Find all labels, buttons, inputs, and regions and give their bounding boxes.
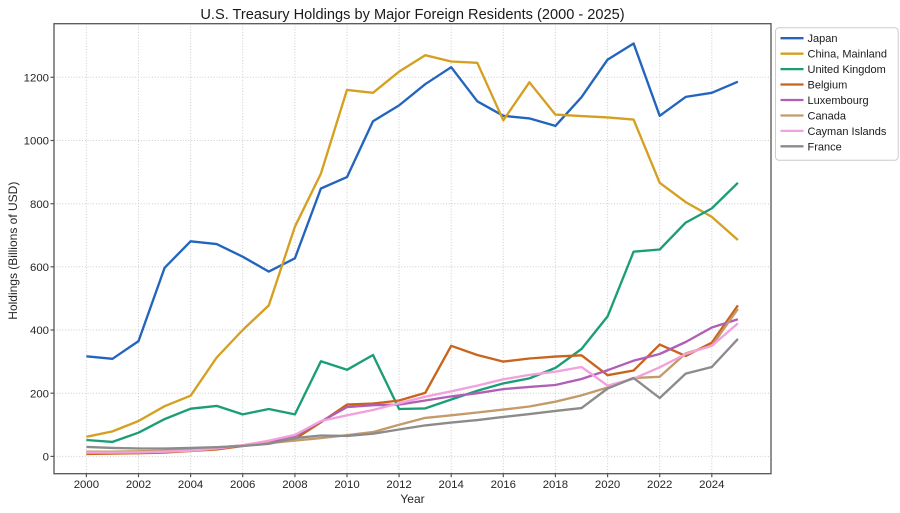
svg-text:2024: 2024 (699, 479, 724, 491)
svg-text:800: 800 (30, 199, 49, 211)
svg-text:Luxembourg: Luxembourg (808, 95, 869, 107)
svg-text:2008: 2008 (282, 479, 307, 491)
svg-text:2012: 2012 (386, 479, 411, 491)
svg-text:Belgium: Belgium (808, 80, 848, 92)
svg-text:2020: 2020 (595, 479, 620, 491)
svg-text:Canada: Canada (808, 111, 847, 123)
svg-text:2002: 2002 (126, 479, 151, 491)
svg-text:0: 0 (43, 452, 49, 464)
svg-text:1000: 1000 (24, 136, 49, 148)
svg-text:1200: 1200 (24, 72, 49, 84)
svg-text:200: 200 (30, 388, 49, 400)
svg-text:Japan: Japan (808, 33, 838, 45)
svg-text:2006: 2006 (230, 479, 255, 491)
svg-text:United Kingdom: United Kingdom (808, 64, 886, 76)
svg-text:U.S. Treasury Holdings by Majo: U.S. Treasury Holdings by Major Foreign … (200, 7, 624, 23)
svg-text:2000: 2000 (74, 479, 99, 491)
svg-text:2018: 2018 (543, 479, 568, 491)
svg-text:2016: 2016 (491, 479, 516, 491)
svg-text:2022: 2022 (647, 479, 672, 491)
svg-text:2004: 2004 (178, 479, 203, 491)
svg-text:2010: 2010 (334, 479, 359, 491)
svg-text:Year: Year (400, 492, 424, 506)
svg-text:400: 400 (30, 325, 49, 337)
svg-text:600: 600 (30, 262, 49, 274)
svg-text:France: France (808, 141, 842, 153)
svg-text:Holdings (Billions of USD): Holdings (Billions of USD) (6, 182, 20, 320)
svg-text:2014: 2014 (439, 479, 464, 491)
svg-text:Cayman Islands: Cayman Islands (808, 126, 887, 138)
svg-text:China, Mainland: China, Mainland (808, 49, 888, 61)
